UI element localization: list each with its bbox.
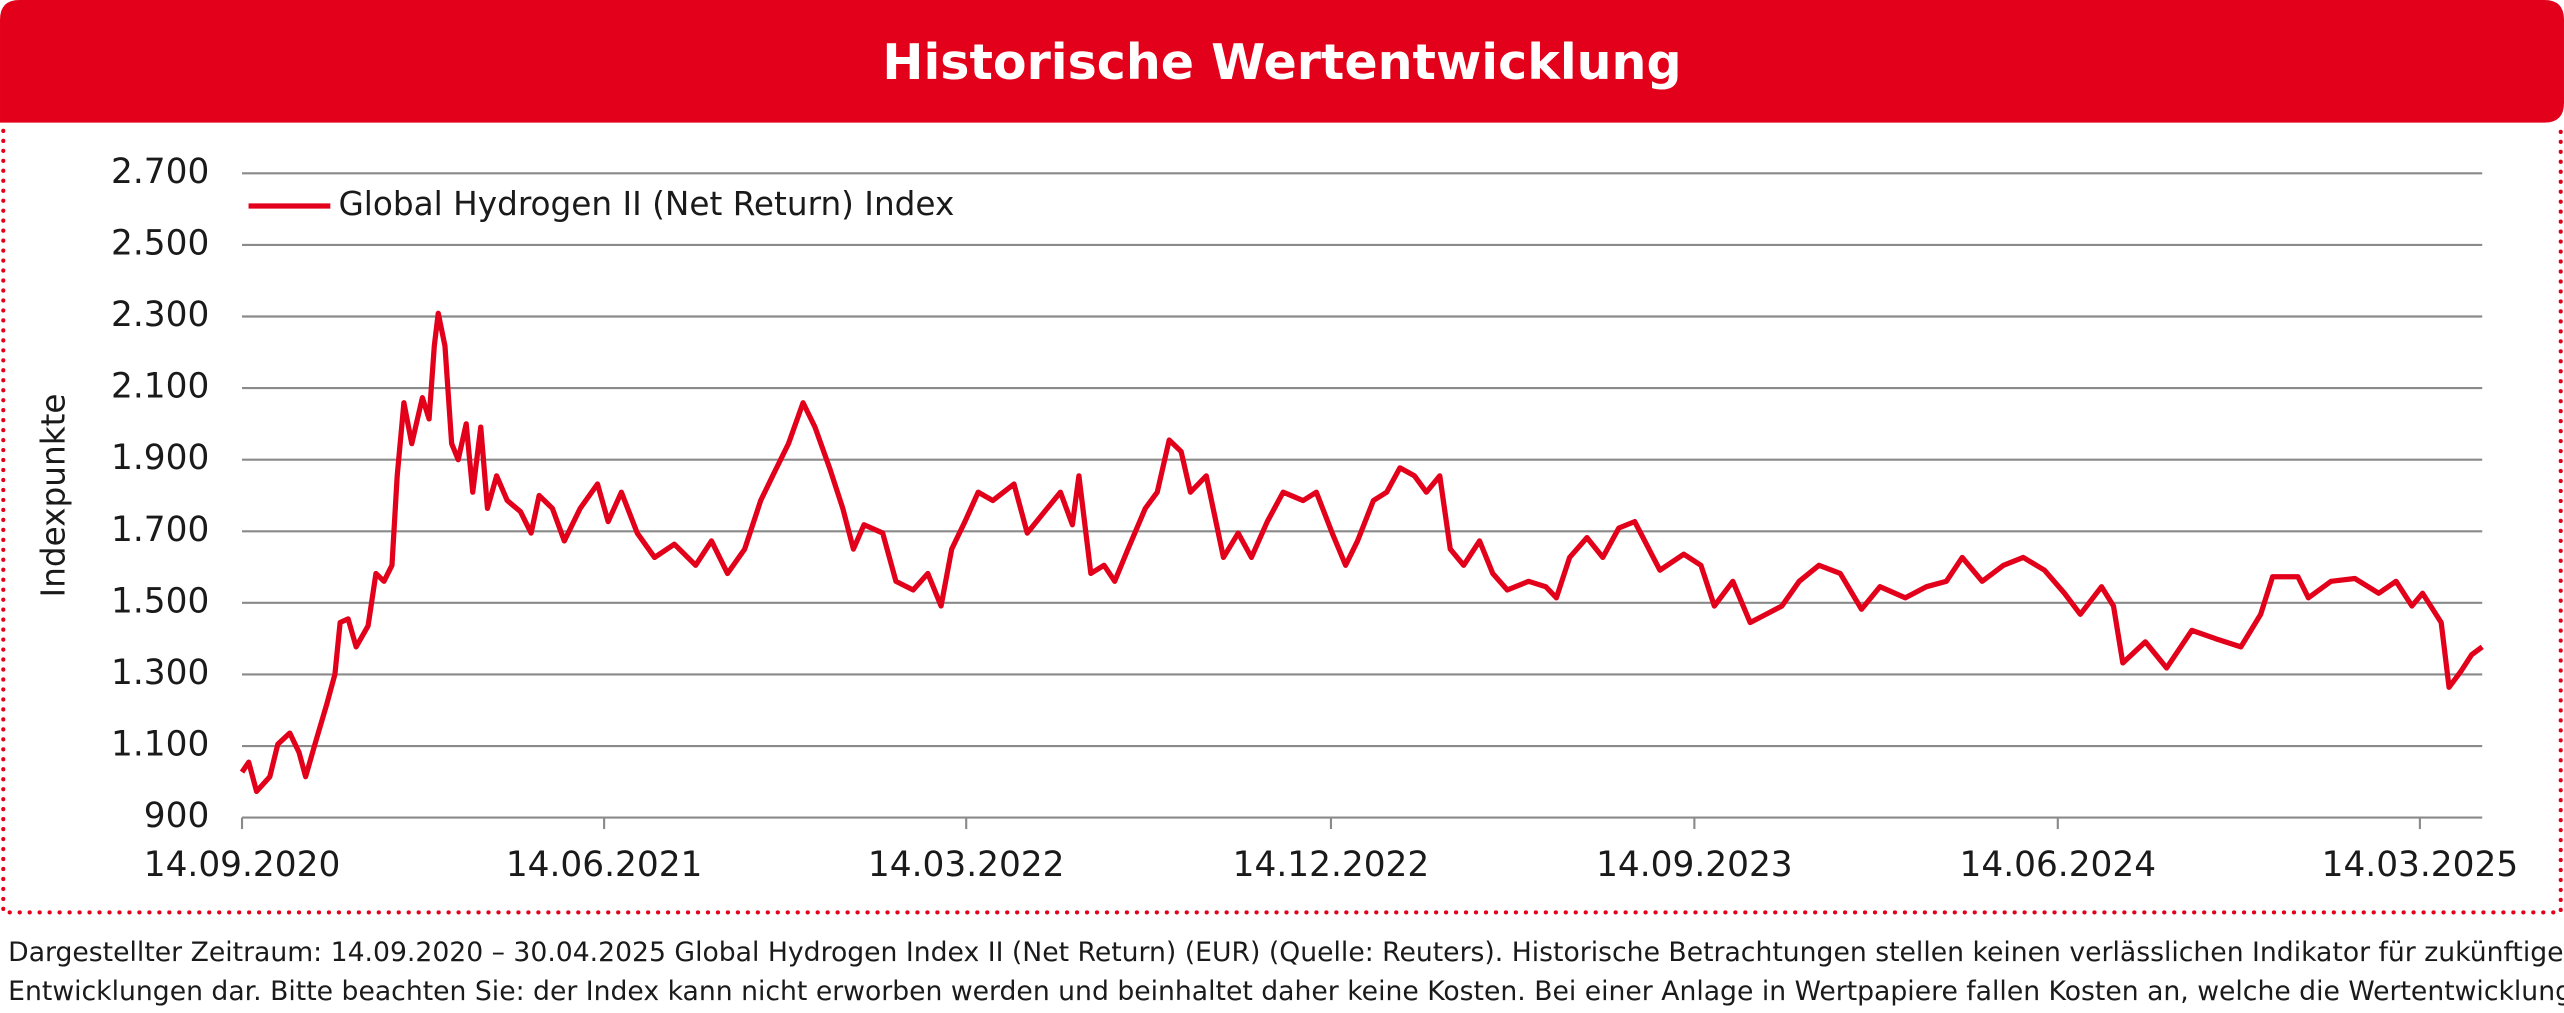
data-line bbox=[239, 310, 2484, 795]
y-tick-label: 900 bbox=[144, 796, 210, 836]
chart-title: Historische Wertentwicklung bbox=[882, 33, 1681, 91]
x-tick-label: 14.12.2022 bbox=[1233, 845, 1430, 885]
y-tick-label: 2.700 bbox=[111, 152, 209, 192]
y-tick-label: 1.100 bbox=[111, 725, 209, 765]
footnote: Entwicklungen dar. Bitte beachten Sie: d… bbox=[8, 976, 2564, 1007]
x-tick-label: 14.06.2024 bbox=[1960, 845, 2157, 885]
y-tick-label: 2.100 bbox=[111, 367, 209, 407]
y-tick-label: 1.900 bbox=[111, 438, 209, 478]
y-tick-label: 1.300 bbox=[111, 653, 209, 693]
y-tick-label: 1.500 bbox=[111, 581, 209, 621]
legend-label: Global Hydrogen II (Net Return) Index bbox=[338, 185, 954, 223]
x-tick-label: 14.09.2020 bbox=[144, 845, 341, 885]
y-tick-label: 1.700 bbox=[111, 510, 209, 550]
header-bar bbox=[0, 0, 2564, 123]
x-tick-label: 14.06.2021 bbox=[506, 845, 703, 885]
x-tick-label: 14.03.2022 bbox=[868, 845, 1065, 885]
footnote: Dargestellter Zeitraum: 14.09.2020 – 30.… bbox=[8, 937, 2563, 968]
y-tick-label: 2.500 bbox=[111, 223, 209, 263]
frame bbox=[1, 128, 2563, 915]
x-tick-label: 14.09.2023 bbox=[1596, 845, 1793, 885]
y-tick-label: 2.300 bbox=[111, 295, 209, 335]
y-axis-label: Indexpunkte bbox=[35, 393, 73, 597]
x-tick-label: 14.03.2025 bbox=[2322, 845, 2519, 885]
